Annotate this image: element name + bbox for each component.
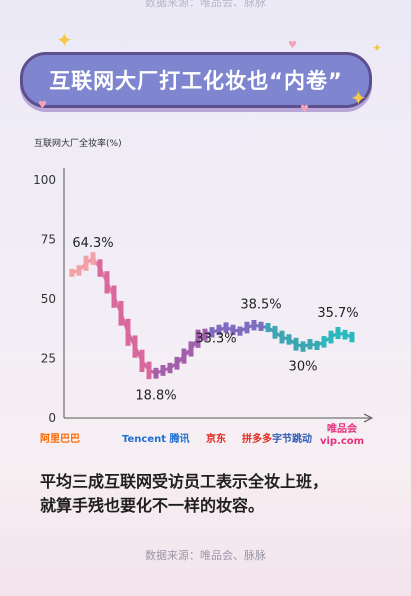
data-point <box>279 330 285 344</box>
data-point <box>342 329 348 340</box>
data-label: 35.7% <box>317 306 358 321</box>
data-point <box>307 339 313 350</box>
heart-icon: ♥ <box>288 40 297 51</box>
data-point <box>230 324 236 336</box>
data-point <box>69 268 75 277</box>
data-label: 64.3% <box>72 236 113 251</box>
data-point <box>188 341 194 357</box>
data-point <box>300 341 306 352</box>
y-axis-label: 互联网大厂全妆率(%) <box>34 137 122 149</box>
data-point <box>223 322 229 333</box>
data-point <box>328 330 334 344</box>
data-point <box>237 326 243 336</box>
data-point <box>125 318 131 346</box>
data-label: 18.8% <box>135 388 176 403</box>
data-point <box>258 321 264 331</box>
data-point <box>118 300 124 326</box>
caption-line-2: 就算手残也要化不一样的妆容。 <box>40 496 265 515</box>
y-tick-label: 100 <box>33 173 56 187</box>
data-point <box>244 321 250 334</box>
data-point <box>286 334 292 345</box>
faded-top-text: 数据来源：唯品会、脉脉 <box>145 0 266 9</box>
y-tick-label: 0 <box>48 411 56 425</box>
logo-vipshop: 唯品会 vip.com <box>319 424 365 447</box>
data-point <box>216 324 222 336</box>
data-point <box>83 255 89 271</box>
title-banner: 互联网大厂打工化妆也“内卷” <box>20 52 372 108</box>
heart-icon: ♥ <box>300 104 309 115</box>
series-line <box>71 257 353 375</box>
data-point <box>146 361 152 380</box>
data-point <box>349 331 355 343</box>
sparkle-icon: ✦ <box>350 86 367 110</box>
caption: 平均三成互联网受访员工表示全妆上班， 就算手残也要化不一样的妆容。 <box>40 470 380 518</box>
data-label: 30% <box>289 360 318 375</box>
data-point <box>181 348 187 364</box>
banner-title: 互联网大厂打工化妆也“内卷” <box>49 69 343 93</box>
data-point <box>90 252 96 265</box>
data-point <box>195 329 201 348</box>
logo-tencent: Tencent 腾讯 <box>122 434 190 445</box>
data-point <box>132 335 138 358</box>
data-point <box>160 364 166 376</box>
caption-line-1: 平均三成互联网受访员工表示全妆上班， <box>40 472 329 491</box>
logo-pinduoduo: 拼多多 <box>242 434 272 445</box>
data-point <box>167 362 173 374</box>
logo-bytedance: 字节跳动 <box>272 434 312 445</box>
data-point <box>314 340 320 351</box>
data-point <box>97 259 103 277</box>
data-point <box>209 327 215 338</box>
data-point <box>202 328 208 341</box>
data-label: 33.3% <box>195 332 236 347</box>
data-point <box>335 327 341 340</box>
x-axis-arrow-icon <box>363 413 374 423</box>
data-point <box>139 349 145 373</box>
data-point <box>321 336 327 348</box>
data-source: 数据来源：唯品会、脉脉 <box>145 549 266 562</box>
sparkle-icon: ✦ <box>56 28 73 52</box>
data-point <box>265 322 271 333</box>
data-point <box>293 337 299 351</box>
data-label: 38.5% <box>240 297 281 312</box>
sparkle-icon: ✦ <box>372 41 383 55</box>
data-point <box>251 319 257 331</box>
data-point <box>272 325 278 339</box>
data-point <box>76 265 82 276</box>
heart-icon: ♥ <box>38 100 47 111</box>
y-tick-label: 25 <box>41 352 56 366</box>
data-point <box>153 367 159 379</box>
y-tick-label: 50 <box>41 292 56 306</box>
data-point <box>104 271 110 294</box>
data-point <box>111 285 117 308</box>
y-tick-label: 75 <box>41 233 56 247</box>
logo-alibaba: 阿里巴巴 <box>40 434 80 445</box>
data-point <box>174 356 180 370</box>
logo-jd: 京东 <box>206 434 226 445</box>
